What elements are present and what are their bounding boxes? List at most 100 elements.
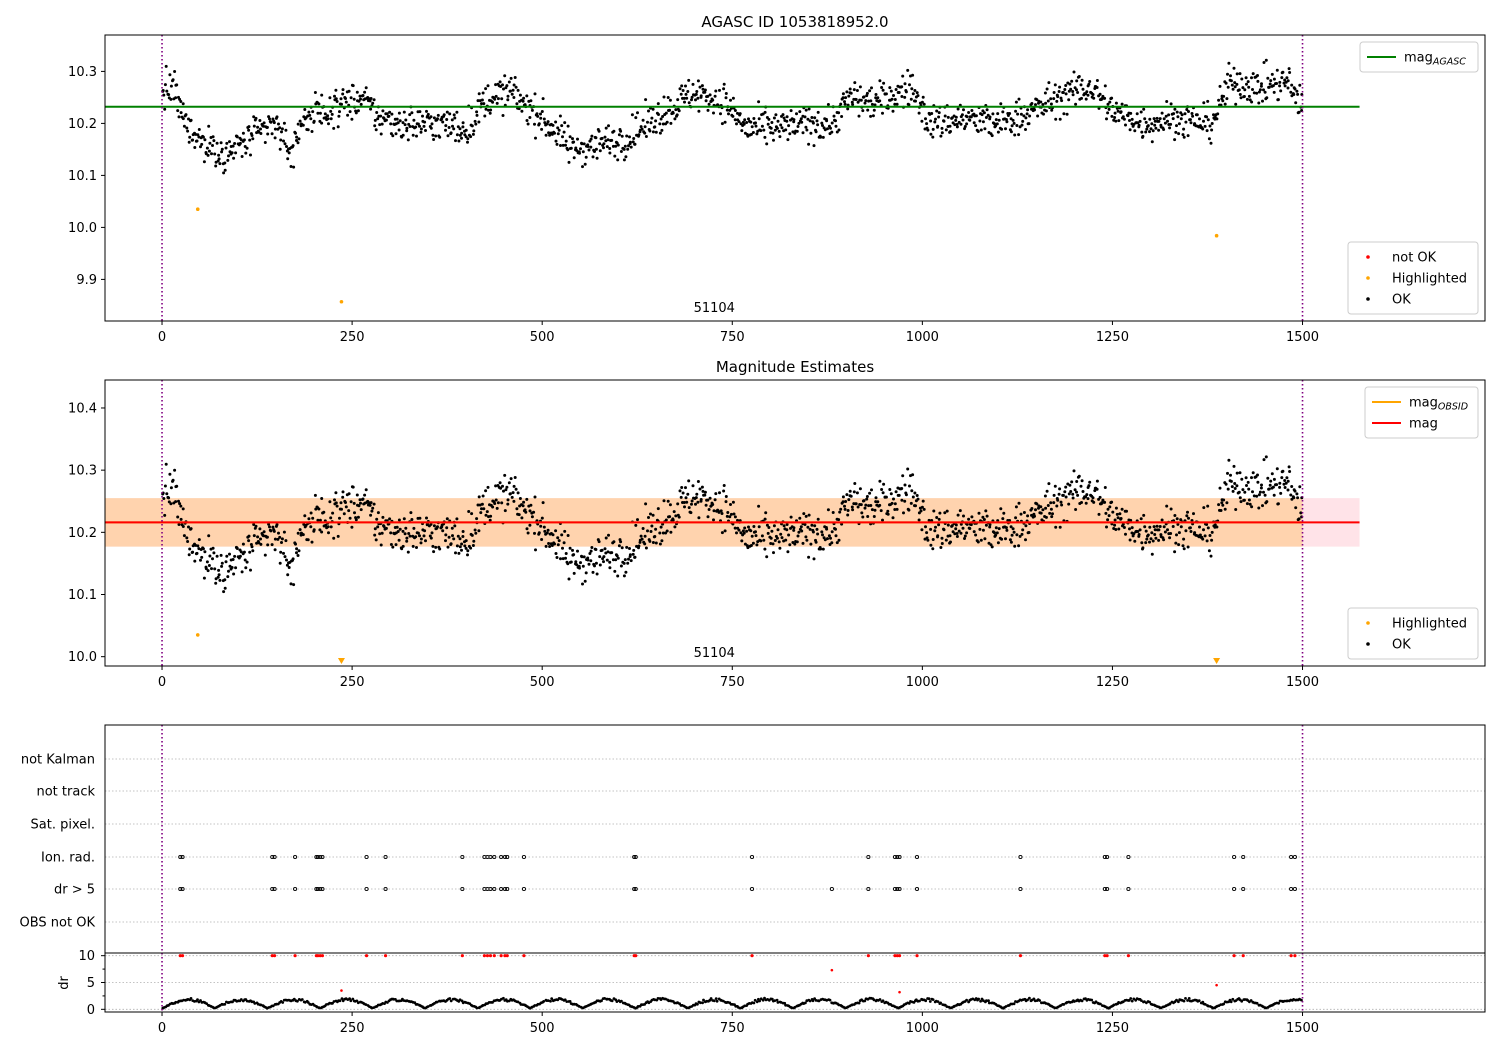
ok-point [201, 135, 205, 139]
ok-point [958, 509, 962, 513]
ok-point [1193, 531, 1197, 535]
dr-point [977, 997, 980, 1001]
ok-point [765, 142, 769, 146]
ok-point [1165, 100, 1169, 103]
ok-point [1014, 505, 1018, 509]
ok-point [735, 122, 738, 126]
panel-1-legend-top: magAGASC [1359, 41, 1479, 73]
ok-point [1217, 503, 1221, 507]
ok-point [566, 534, 570, 537]
ok-point [426, 112, 430, 116]
ok-point [690, 95, 694, 99]
ok-point [470, 124, 474, 128]
ok-point [919, 509, 923, 513]
ok-point [1045, 489, 1049, 493]
ok-point [1271, 84, 1275, 88]
ok-point [651, 107, 655, 111]
dr-point [568, 1000, 572, 1003]
ok-point [910, 489, 914, 493]
ok-point [1152, 525, 1156, 529]
ok-point [479, 511, 483, 515]
ok-point [557, 128, 561, 132]
ok-point [595, 572, 599, 576]
ok-point [474, 122, 478, 126]
ok-point [834, 119, 837, 123]
ok-point [1105, 525, 1108, 529]
ok-point [925, 122, 929, 126]
ok-point [931, 135, 935, 139]
ok-point [1257, 506, 1261, 510]
ok-point [279, 138, 283, 142]
ok-point [808, 119, 812, 123]
ok-point [429, 536, 433, 540]
ok-point [1232, 66, 1236, 70]
ok-point [337, 114, 341, 118]
ok-point [979, 538, 983, 542]
ok-point [955, 125, 959, 129]
ok-point [542, 525, 546, 529]
ok-point [1005, 120, 1009, 124]
ok-point [1004, 526, 1008, 530]
ok-point [1072, 70, 1076, 74]
ok-point [1223, 507, 1227, 511]
ok-point [1263, 493, 1267, 497]
ok-point [801, 541, 805, 545]
ok-point [1072, 469, 1076, 473]
ok-point [516, 491, 520, 495]
ok-point [687, 506, 691, 510]
ok-point [494, 498, 498, 502]
ok-point [438, 135, 442, 139]
ok-point [363, 90, 367, 94]
ok-point [1171, 525, 1175, 528]
dr-point [502, 996, 505, 1000]
ok-point [1286, 479, 1290, 483]
ok-point [666, 499, 670, 503]
ok-point [626, 147, 630, 151]
ok-point [929, 527, 933, 531]
ok-point [865, 497, 869, 501]
ok-point [1049, 501, 1053, 505]
ok-point [473, 528, 477, 532]
ok-point [1125, 509, 1128, 513]
ok-point [1113, 116, 1117, 119]
ok-point [623, 558, 627, 562]
ok-point [247, 539, 251, 543]
ok-point [1106, 507, 1110, 511]
ok-point [223, 586, 227, 590]
ok-point [1065, 112, 1069, 116]
ok-point [981, 120, 985, 124]
highlighted-lower-limit-marker [1213, 658, 1221, 664]
ok-point [467, 510, 471, 513]
ok-point [494, 83, 498, 87]
ok-point [1084, 501, 1088, 505]
dr-gt5-flag-marker [505, 886, 510, 892]
ok-point [247, 534, 251, 538]
ok-point [1020, 123, 1024, 127]
x-tick-label: 750 [720, 1021, 745, 1036]
dr-point [775, 998, 779, 1002]
ok-point [518, 497, 522, 500]
ok-point [539, 524, 543, 528]
axes-frame [104, 34, 1486, 322]
ok-point [831, 511, 835, 514]
ok-point [847, 94, 851, 98]
ok-point [402, 110, 406, 114]
ok-point [1166, 119, 1169, 123]
x-tick-label: 1250 [1096, 1021, 1129, 1036]
ok-point [520, 109, 524, 113]
ok-point [653, 125, 657, 129]
ok-point [1247, 487, 1251, 491]
ok-point [1210, 530, 1214, 534]
ok-point [369, 501, 373, 505]
ok-point [457, 551, 461, 555]
ok-point [334, 501, 338, 505]
ok-point [691, 82, 695, 86]
ok-point [985, 108, 989, 112]
ok-point [1245, 502, 1249, 506]
ok-point [316, 111, 320, 115]
x-tick-label: 250 [340, 1021, 365, 1036]
ok-point [904, 493, 908, 497]
ok-point [1173, 514, 1177, 517]
ok-point [982, 518, 986, 521]
ok-point [1157, 128, 1161, 132]
